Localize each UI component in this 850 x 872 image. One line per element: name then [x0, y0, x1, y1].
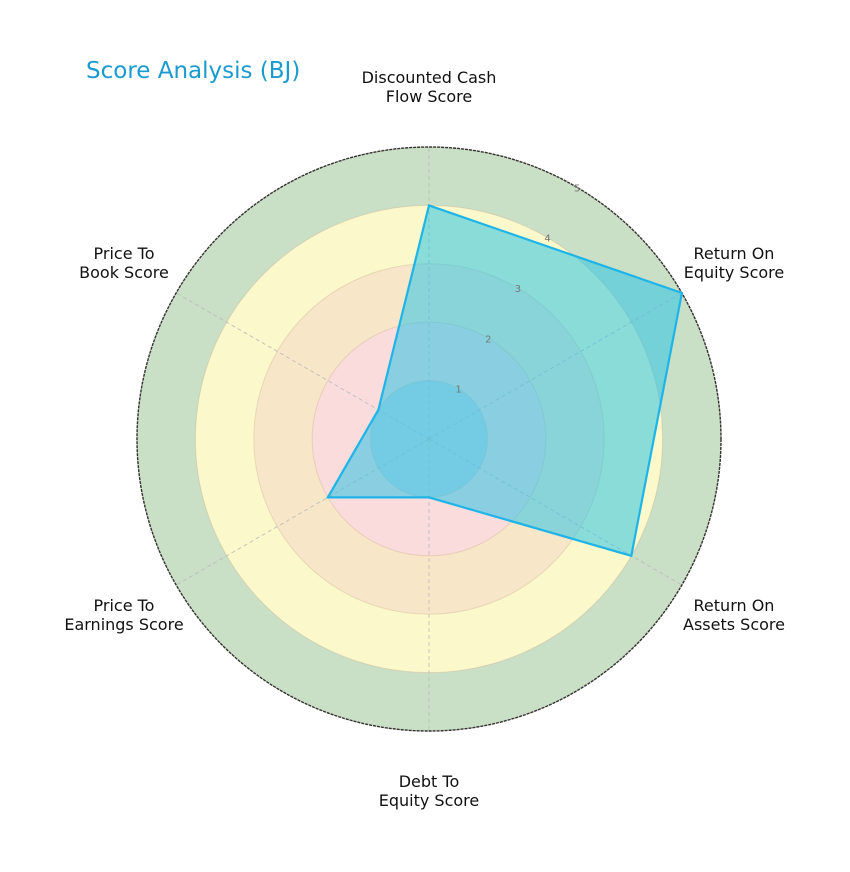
tick-label: 3 — [515, 284, 521, 295]
axis-label-de: Debt To Equity Score — [378, 772, 480, 810]
series-polygon — [325, 203, 684, 558]
chart-title: Score Analysis (BJ) — [86, 58, 301, 84]
axis-label-roa: Return On Assets Score — [683, 596, 785, 634]
axis-label-dcf: Discounted Cash Flow Score — [361, 68, 497, 106]
axis-label-pe: Price To Earnings Score — [64, 596, 184, 634]
axis-label-pb: Price To Book Score — [79, 244, 169, 282]
tick-label: 4 — [544, 234, 550, 245]
outer-border — [136, 146, 722, 732]
axis-label-roe: Return On Equity Score — [683, 244, 785, 282]
tick-label: 2 — [485, 334, 491, 345]
radial-tick-labels: 1 2 3 4 5 — [455, 183, 580, 395]
data-series — [325, 203, 684, 558]
tick-label: 5 — [574, 183, 580, 194]
tick-label: 1 — [455, 385, 461, 396]
